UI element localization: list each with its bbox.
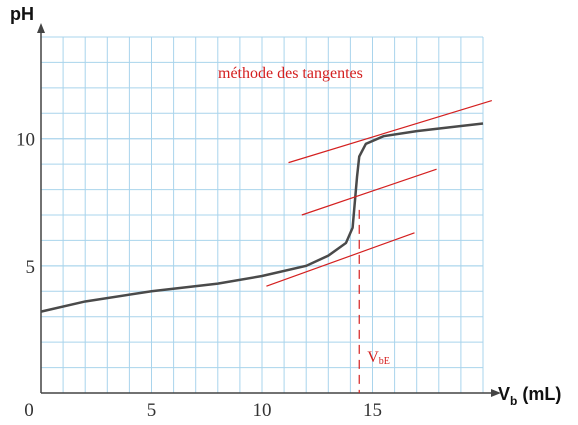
eq-label-main: V bbox=[367, 349, 379, 366]
x-tick-label: 5 bbox=[147, 400, 157, 421]
y-tick-label: 10 bbox=[16, 130, 35, 151]
tangent-line bbox=[288, 99, 493, 164]
tangent-line bbox=[266, 232, 415, 287]
x-tick-label: 15 bbox=[363, 400, 382, 421]
y-axis-arrow bbox=[37, 23, 45, 33]
x-axis-label: Vb (mL) bbox=[498, 384, 561, 408]
x-label-main: V bbox=[498, 384, 510, 404]
x-axis-arrow bbox=[491, 389, 501, 397]
equivalence-label: VbE bbox=[367, 349, 390, 367]
x-tick-label: 0 bbox=[24, 400, 34, 421]
eq-label-sub: bE bbox=[379, 356, 390, 367]
annotation: méthode des tangentes bbox=[218, 65, 363, 82]
x-label-sub: b bbox=[510, 394, 517, 408]
tangent-line bbox=[301, 168, 437, 216]
x-tick-label: 10 bbox=[253, 400, 272, 421]
y-axis-label: pH bbox=[10, 4, 34, 24]
curve bbox=[40, 122, 484, 313]
x-label-rest: (mL) bbox=[517, 384, 561, 404]
y-tick-label: 5 bbox=[26, 257, 36, 278]
